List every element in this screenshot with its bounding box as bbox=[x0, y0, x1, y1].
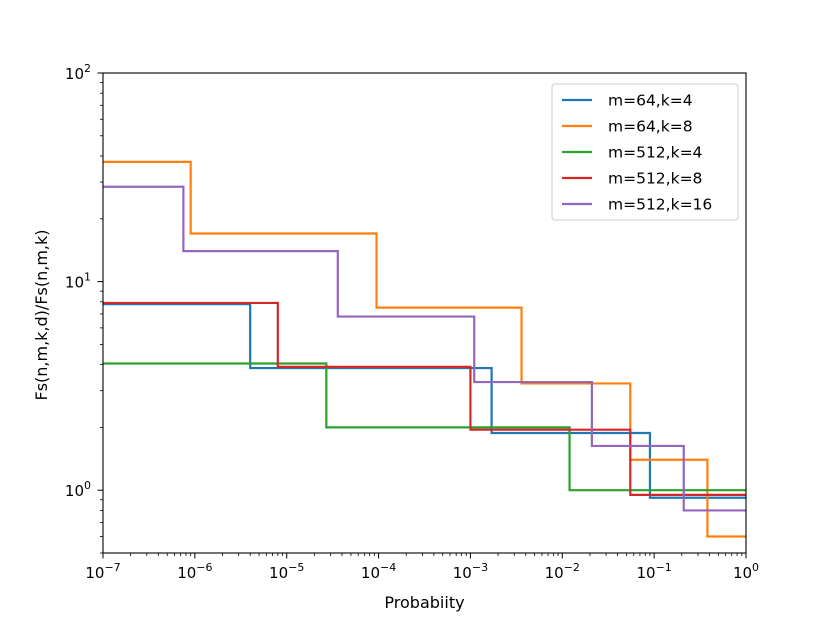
legend-label-4: m=512,k=8 bbox=[608, 170, 702, 188]
legend-label-5: m=512,k=16 bbox=[608, 196, 712, 214]
series-line-4 bbox=[103, 301, 746, 496]
y-tick-label: 100 bbox=[65, 479, 91, 500]
x-tick-label: 10−4 bbox=[361, 561, 396, 582]
y-tick-label: 101 bbox=[65, 271, 91, 292]
series-line-5 bbox=[103, 185, 746, 512]
y-axis-label: Fs(n,m,k,d)/Fs(n,m,k) bbox=[32, 229, 51, 400]
legend-label-2: m=64,k=8 bbox=[608, 118, 693, 136]
axes-layer: 10−7 10−6 10−5 10−4 10−3 10−2 10−1 100 100 101 102 bbox=[65, 62, 759, 582]
plot-frame bbox=[102, 72, 747, 554]
series-layer bbox=[103, 160, 746, 538]
legend-box bbox=[551, 83, 739, 221]
x-axis-label: Probabiity bbox=[384, 593, 464, 612]
series-line-1 bbox=[103, 303, 746, 499]
x-tick-label: 10−1 bbox=[636, 561, 671, 582]
legend: m=64,k=4 m=64,k=8 m=512,k=4 m=512,k=8 m=512,… bbox=[551, 83, 739, 221]
legend-label-1: m=64,k=4 bbox=[608, 92, 693, 110]
x-tick-label: 10−5 bbox=[269, 561, 304, 582]
x-tick-label: 100 bbox=[733, 561, 759, 582]
legend-label-3: m=512,k=4 bbox=[608, 144, 702, 162]
series-line-3 bbox=[103, 362, 746, 492]
x-tick-label: 10−3 bbox=[453, 561, 488, 582]
x-tick-label: 10−7 bbox=[85, 561, 120, 582]
x-tick-label: 10−6 bbox=[177, 561, 212, 582]
x-tick-label: 10−2 bbox=[545, 561, 580, 582]
y-tick-label: 102 bbox=[65, 62, 91, 83]
series-line-2 bbox=[103, 160, 746, 538]
